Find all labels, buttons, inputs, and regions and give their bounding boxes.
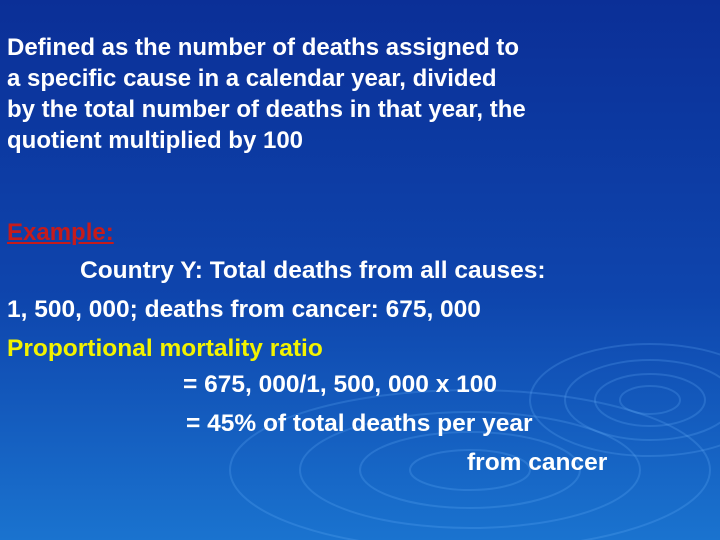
- ratio-result-continuation: from cancer: [467, 449, 608, 476]
- proportional-mortality-ratio-label: Proportional mortality ratio: [7, 335, 323, 362]
- definition-text: Defined as the number of deaths assigned…: [7, 34, 526, 154]
- ratio-result-line: = 45% of total deaths per year: [186, 410, 533, 437]
- example-heading: Example:: [7, 219, 114, 246]
- example-cancer-deaths-line: 1, 500, 000; deaths from cancer: 675, 00…: [7, 296, 481, 323]
- ratio-calculation-line: = 675, 000/1, 500, 000 x 100: [183, 371, 498, 398]
- example-total-deaths-line: Country Y: Total deaths from all causes:: [80, 257, 546, 284]
